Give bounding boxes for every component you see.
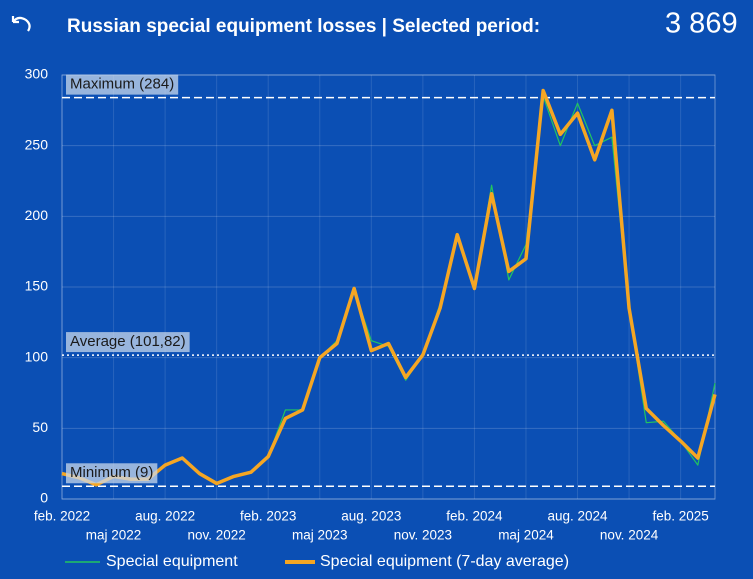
x-tick-label: feb. 2025 <box>652 509 708 524</box>
reference-label-box <box>66 74 179 95</box>
x-tick-label: aug. 2023 <box>341 509 401 524</box>
legend-label: Special equipment <box>106 553 238 570</box>
reference-label-box <box>66 463 158 484</box>
series-line <box>61 88 717 487</box>
x-tick-label: feb. 2022 <box>34 509 90 524</box>
x-tick-label: aug. 2022 <box>135 509 195 524</box>
y-tick-label: 200 <box>25 207 49 223</box>
y-tick-label: 100 <box>25 348 49 364</box>
x-tick-label: feb. 2024 <box>446 509 503 524</box>
y-tick-label: 300 <box>25 66 49 82</box>
legend-label: Special equipment (7-day average) <box>320 553 569 570</box>
plot-area <box>61 74 716 500</box>
x-tick-label: aug. 2024 <box>547 509 608 524</box>
x-tick-label: nov. 2022 <box>188 528 246 543</box>
x-tick-label: nov. 2023 <box>394 528 452 543</box>
back-button[interactable] <box>11 16 31 32</box>
x-tick-label: maj 2023 <box>292 528 348 543</box>
y-tick-label: 250 <box>25 136 49 152</box>
title: Russian special equipment losses | Selec… <box>67 16 540 37</box>
x-tick-label: nov. 2024 <box>600 528 659 543</box>
total-value: 3 869 <box>665 8 738 40</box>
x-tick-label: maj 2024 <box>498 528 554 543</box>
y-tick-label: 150 <box>25 278 49 294</box>
reference-label: Minimum (9) <box>70 464 153 481</box>
reference-label: Average (101,82) <box>70 333 186 350</box>
y-tick-label: 0 <box>40 490 48 506</box>
reference-label: Maximum (284) <box>70 76 174 93</box>
y-tick-label: 50 <box>32 419 48 435</box>
reference-label-box <box>66 332 190 353</box>
x-tick-label: feb. 2023 <box>240 509 296 524</box>
x-tick-label: maj 2022 <box>86 528 142 543</box>
